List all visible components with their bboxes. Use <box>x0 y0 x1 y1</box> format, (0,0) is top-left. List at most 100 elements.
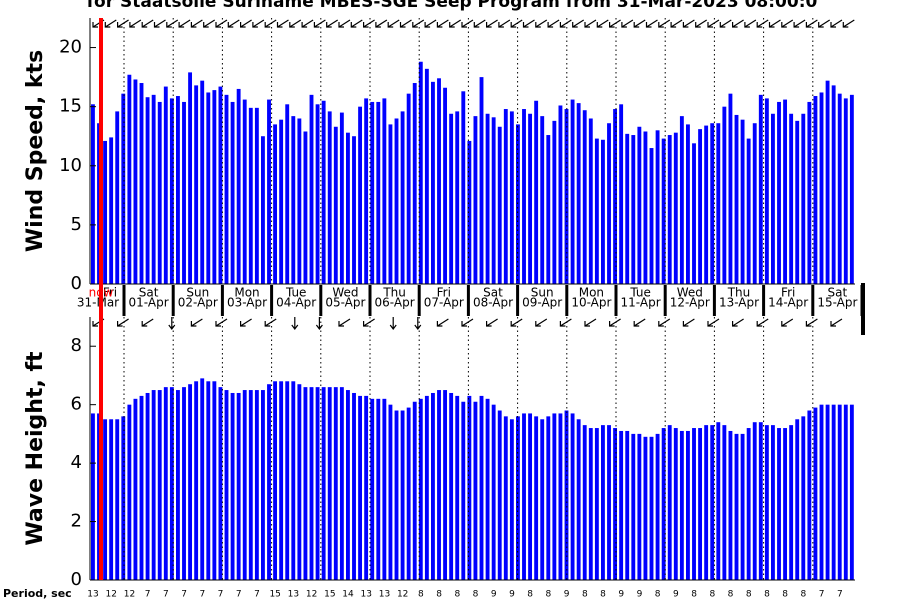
direction-arrow <box>682 318 695 327</box>
bar <box>109 419 114 580</box>
bar <box>667 135 672 284</box>
direction-arrow <box>141 318 154 327</box>
bar <box>279 381 284 580</box>
bar <box>497 410 502 580</box>
day-boundary <box>171 285 175 316</box>
bar <box>169 98 174 284</box>
direction-arrow <box>732 318 744 327</box>
bar <box>388 404 393 580</box>
period-value: 8 <box>546 590 552 600</box>
period-value: 7 <box>218 590 224 600</box>
bar <box>491 117 496 284</box>
day-date: 08-Apr <box>473 296 513 310</box>
direction-arrow <box>389 317 397 330</box>
direction-arrow <box>461 318 474 327</box>
y-tick-label: 15 <box>59 96 82 117</box>
bar <box>206 381 211 580</box>
direction-arrow <box>633 19 646 28</box>
y-tick-label: 10 <box>59 155 82 176</box>
bar <box>582 110 587 284</box>
period-value: 12 <box>106 590 117 600</box>
period-value: 7 <box>236 590 242 600</box>
bar <box>424 395 429 580</box>
bar <box>91 413 95 580</box>
bar <box>667 425 672 580</box>
direction-arrow <box>498 19 511 28</box>
day-date: 03-Apr <box>227 296 267 310</box>
bar <box>783 428 788 580</box>
bar <box>813 407 818 580</box>
bar <box>145 97 150 284</box>
day-boundary <box>516 285 520 316</box>
bar <box>576 103 581 285</box>
y-axis-label: Wind Speed, kts <box>23 50 48 252</box>
day-weekday: Thu <box>727 286 751 300</box>
period-value: 7 <box>199 590 205 600</box>
bar <box>443 87 448 284</box>
direction-arrow <box>756 318 769 327</box>
direction-arrow <box>633 318 646 327</box>
direction-arrow <box>510 19 523 28</box>
bar <box>746 138 751 284</box>
direction-arrow <box>215 19 228 28</box>
bar <box>273 124 278 285</box>
bar <box>133 398 138 580</box>
period-value: 13 <box>87 590 98 600</box>
bar <box>801 416 806 580</box>
day-weekday: Mon <box>579 286 604 300</box>
bar <box>831 85 836 285</box>
direction-arrow <box>596 19 609 28</box>
bar <box>655 433 660 580</box>
direction-arrow <box>399 19 412 28</box>
bar <box>358 395 363 580</box>
bar <box>849 94 854 284</box>
bar <box>795 419 800 580</box>
period-value: 15 <box>324 590 335 600</box>
period-value: 9 <box>673 590 679 600</box>
bar <box>813 96 818 284</box>
direction-arrow <box>658 318 671 327</box>
direction-arrow <box>141 19 154 28</box>
day-boundary <box>220 285 224 316</box>
bar <box>285 381 290 580</box>
bar <box>437 78 441 284</box>
direction-arrow <box>670 19 683 28</box>
bar <box>625 133 630 284</box>
direction-arrow <box>414 317 422 330</box>
bar <box>467 395 472 580</box>
bar <box>704 125 709 285</box>
bar <box>837 404 842 580</box>
bar <box>297 118 302 284</box>
bar <box>764 425 769 580</box>
bar <box>412 83 417 285</box>
period-value: 8 <box>527 590 533 600</box>
bar <box>461 91 466 284</box>
direction-arrow <box>547 19 560 28</box>
day-boundary <box>762 285 766 316</box>
bar <box>649 436 654 580</box>
bar <box>613 428 618 580</box>
direction-arrow <box>276 19 289 28</box>
bar <box>394 118 399 284</box>
bar <box>698 129 703 284</box>
bar <box>552 413 557 580</box>
day-weekday: Fri <box>781 286 795 300</box>
direction-arrow <box>584 318 597 327</box>
direction-arrow <box>707 318 720 327</box>
direction-arrow <box>363 19 375 28</box>
bar <box>218 387 223 580</box>
bar <box>546 135 551 284</box>
bar <box>273 381 278 580</box>
direction-arrow <box>326 19 339 28</box>
day-weekday: Tue <box>629 286 651 300</box>
day-weekday: Sun <box>531 286 554 300</box>
bar <box>637 126 642 285</box>
bar <box>194 85 199 285</box>
bar <box>267 384 271 580</box>
bar <box>558 413 563 580</box>
bar <box>686 430 690 580</box>
bar <box>261 136 265 284</box>
bar <box>503 416 508 580</box>
bar <box>625 430 630 580</box>
period-value: 9 <box>564 590 570 600</box>
